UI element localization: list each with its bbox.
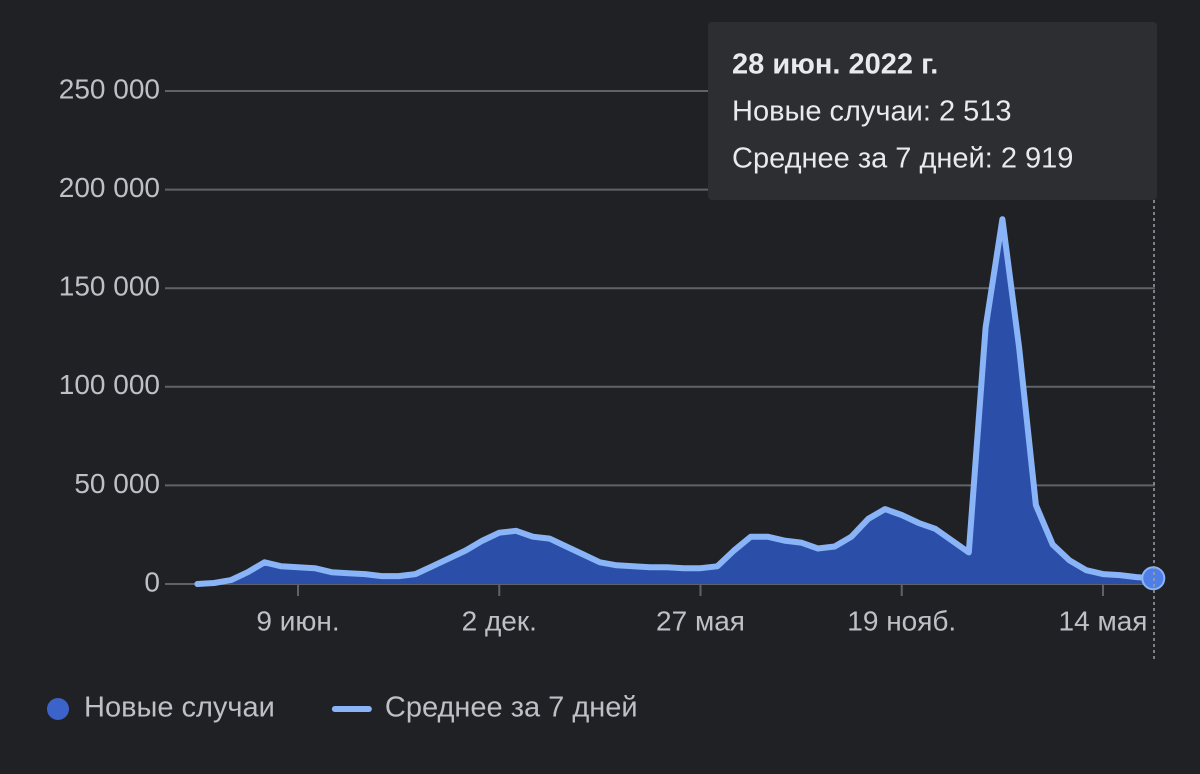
y-tick-label: 250 000 (59, 73, 160, 104)
y-tick-label: 50 000 (74, 468, 160, 499)
tooltip-title: 28 июн. 2022 г. (732, 49, 938, 81)
tooltip-line: Новые случаи: 2 513 (732, 96, 1012, 128)
legend-label: Новые случаи (84, 692, 275, 724)
y-tick-label: 150 000 (59, 271, 160, 302)
tooltip-line: Среднее за 7 дней: 2 919 (732, 143, 1073, 175)
x-tick-label: 14 мая (1059, 605, 1148, 636)
tooltip (708, 22, 1157, 200)
y-tick-label: 200 000 (59, 172, 160, 203)
x-tick-label: 27 мая (656, 605, 745, 636)
y-tick-label: 100 000 (59, 369, 160, 400)
line (194, 216, 1157, 587)
x-tick-label: 2 дек. (462, 605, 537, 636)
x-tick-label: 19 нояб. (847, 605, 956, 636)
x-tick-label: 9 июн. (256, 605, 339, 636)
legend-label: Среднее за 7 дней (385, 692, 638, 724)
y-tick-label: 0 (144, 566, 160, 597)
legend-marker (47, 698, 69, 720)
